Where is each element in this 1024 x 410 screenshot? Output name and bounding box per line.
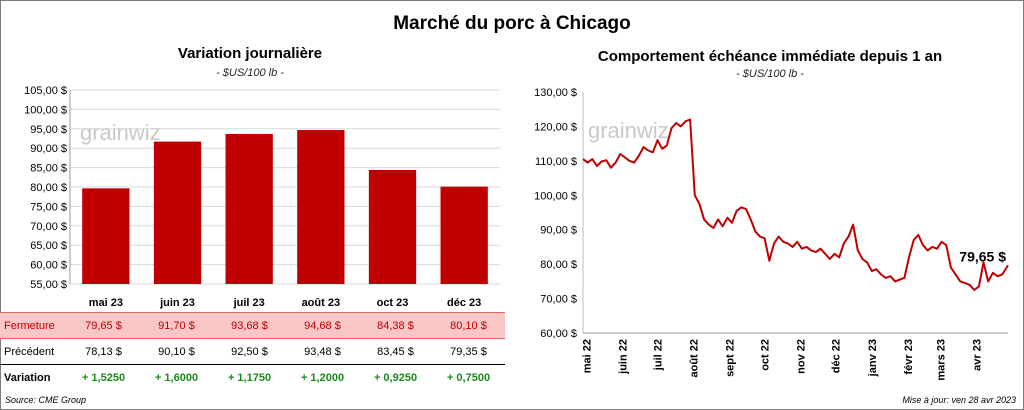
watermark: grainwiz: [588, 118, 669, 143]
x-tick-label: mai 22: [581, 339, 593, 373]
close-value: 80,10 $: [432, 312, 505, 339]
x-tick-label: oct 22: [760, 339, 772, 371]
close-value: 94,68 $: [286, 312, 359, 339]
y-tick-label: 75,00 $: [30, 201, 67, 213]
y-tick-label: 80,00 $: [30, 182, 67, 194]
last-value-label: 79,65 $: [959, 248, 1006, 264]
close-value: 79,65 $: [67, 312, 140, 339]
variation-value: + 1,5250: [67, 364, 140, 390]
x-tick-label: août 22: [689, 339, 701, 378]
previous-value: 92,50 $: [231, 345, 268, 358]
variation-value: + 1,1750: [213, 364, 286, 390]
x-tick-label: juin 22: [618, 339, 630, 375]
y-tick-label: 130,00 $: [534, 87, 577, 99]
x-tick-label: juin 23: [159, 297, 195, 309]
bar: [297, 130, 345, 284]
right-chart-title: Comportement échéance immédiate depuis 1…: [597, 48, 943, 65]
previous-value: 79,35 $: [450, 345, 487, 358]
x-tick-label: sept 22: [725, 339, 737, 377]
update-note: Mise à jour: ven 28 avr 2023: [902, 395, 1016, 405]
y-tick-label: 65,00 $: [30, 240, 67, 252]
close-row: Fermeture 79,65 $ 91,70 $ 93,68 $ 94,68 …: [0, 312, 505, 339]
y-tick-label: 95,00 $: [30, 124, 67, 136]
watermark: grainwiz: [80, 120, 161, 145]
price-table: Fermeture 79,65 $ 91,70 $ 93,68 $ 94,68 …: [0, 312, 505, 390]
variation-value: + 0,9250: [359, 364, 432, 390]
left-chart-title: Variation journalière: [177, 45, 323, 62]
bar: [82, 188, 130, 284]
price-series-line: [582, 118, 1009, 291]
close-value: 84,38 $: [359, 312, 432, 339]
y-tick-label: 60,00 $: [540, 328, 577, 340]
x-tick-label: nov 22: [796, 339, 808, 374]
x-tick-label: déc 23: [447, 297, 481, 309]
previous-value: 83,45 $: [377, 345, 414, 358]
x-tick-label: déc 22: [831, 339, 843, 373]
y-tick-label: 85,00 $: [30, 163, 67, 175]
x-tick-label: mars 23: [935, 339, 947, 381]
x-tick-label: juil 22: [653, 339, 665, 371]
bar: [225, 133, 273, 284]
x-tick-label: oct 23: [377, 297, 409, 309]
x-tick-label: janv 23: [867, 339, 879, 377]
y-tick-label: 110,00 $: [535, 156, 577, 168]
y-tick-label: 100,00 $: [534, 190, 577, 202]
y-tick-label: 70,00 $: [540, 294, 577, 306]
y-tick-label: 90,00 $: [30, 143, 67, 155]
x-tick-label: avr 23: [972, 339, 984, 371]
y-tick-label: 120,00 $: [534, 121, 577, 133]
bar: [368, 170, 417, 284]
close-value: 91,70 $: [140, 312, 213, 339]
variation-value: + 1,2000: [286, 364, 359, 390]
previous-row: Précédent 78,13 $ 90,10 $ 92,50 $ 93,48 …: [0, 339, 505, 365]
x-tick-label: févr 23: [903, 339, 915, 374]
right-chart-unit: - $US/100 lb -: [736, 68, 804, 80]
close-row-label: Fermeture: [0, 312, 67, 339]
previous-row-label: Précédent: [4, 345, 55, 358]
main-title: Marché du porc à Chicago: [393, 13, 631, 34]
y-tick-label: 100,00 $: [24, 104, 67, 116]
bar: [153, 141, 202, 284]
y-tick-label: 70,00 $: [30, 221, 67, 233]
y-tick-label: 90,00 $: [540, 225, 577, 237]
variation-row-label: Variation: [0, 364, 67, 390]
variation-row: Variation + 1,5250 + 1,6000 + 1,1750 + 1…: [0, 364, 505, 390]
y-tick-label: 105,00 $: [24, 85, 67, 97]
previous-value: 90,10 $: [158, 345, 195, 358]
x-tick-label: mai 23: [89, 297, 123, 309]
variation-value: + 1,6000: [140, 364, 213, 390]
left-chart-unit: - $US/100 lb -: [216, 67, 284, 79]
bar: [440, 186, 488, 284]
x-tick-label: juil 23: [233, 297, 265, 309]
source-note: Source: CME Group: [5, 395, 87, 405]
y-tick-label: 60,00 $: [30, 260, 67, 272]
y-tick-label: 55,00 $: [30, 279, 67, 291]
x-tick-label: août 23: [302, 297, 341, 309]
close-value: 93,68 $: [213, 312, 286, 339]
variation-value: + 0,7500: [432, 364, 505, 390]
previous-value: 93,48 $: [304, 345, 341, 358]
y-tick-label: 80,00 $: [540, 259, 577, 271]
previous-value: 78,13 $: [85, 345, 122, 358]
